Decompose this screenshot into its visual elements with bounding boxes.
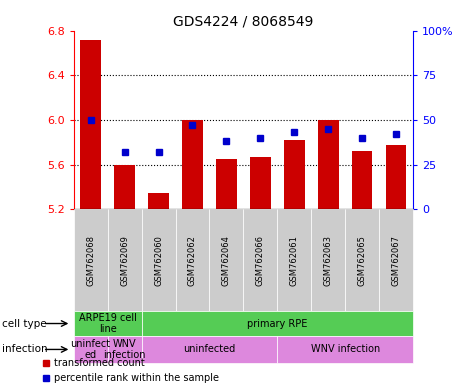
Text: GSM762067: GSM762067 xyxy=(392,235,401,286)
Text: GSM762069: GSM762069 xyxy=(120,235,129,286)
Text: uninfect
ed: uninfect ed xyxy=(71,339,111,360)
Text: infection: infection xyxy=(2,344,48,354)
Text: WNV infection: WNV infection xyxy=(311,344,380,354)
Text: GSM762063: GSM762063 xyxy=(324,235,333,286)
Text: GSM762066: GSM762066 xyxy=(256,235,265,286)
Bar xyxy=(216,159,237,209)
Text: uninfected: uninfected xyxy=(183,344,236,354)
Bar xyxy=(80,40,101,209)
Bar xyxy=(386,144,407,209)
Text: GSM762065: GSM762065 xyxy=(358,235,367,286)
Text: GSM762062: GSM762062 xyxy=(188,235,197,286)
Text: GSM762060: GSM762060 xyxy=(154,235,163,286)
Bar xyxy=(284,140,304,209)
Bar xyxy=(114,165,135,209)
Legend: transformed count, percentile rank within the sample: transformed count, percentile rank withi… xyxy=(43,358,218,383)
Title: GDS4224 / 8068549: GDS4224 / 8068549 xyxy=(173,14,314,28)
Bar xyxy=(352,151,372,209)
Text: primary RPE: primary RPE xyxy=(247,318,308,329)
Text: WNV
infection: WNV infection xyxy=(104,339,146,360)
Text: GSM762064: GSM762064 xyxy=(222,235,231,286)
Text: ARPE19 cell
line: ARPE19 cell line xyxy=(79,313,136,334)
Text: GSM762068: GSM762068 xyxy=(86,235,95,286)
Bar xyxy=(318,120,339,209)
Bar xyxy=(182,120,203,209)
Bar xyxy=(148,192,169,209)
Bar xyxy=(250,157,271,209)
Text: GSM762061: GSM762061 xyxy=(290,235,299,286)
Text: cell type: cell type xyxy=(2,318,47,329)
